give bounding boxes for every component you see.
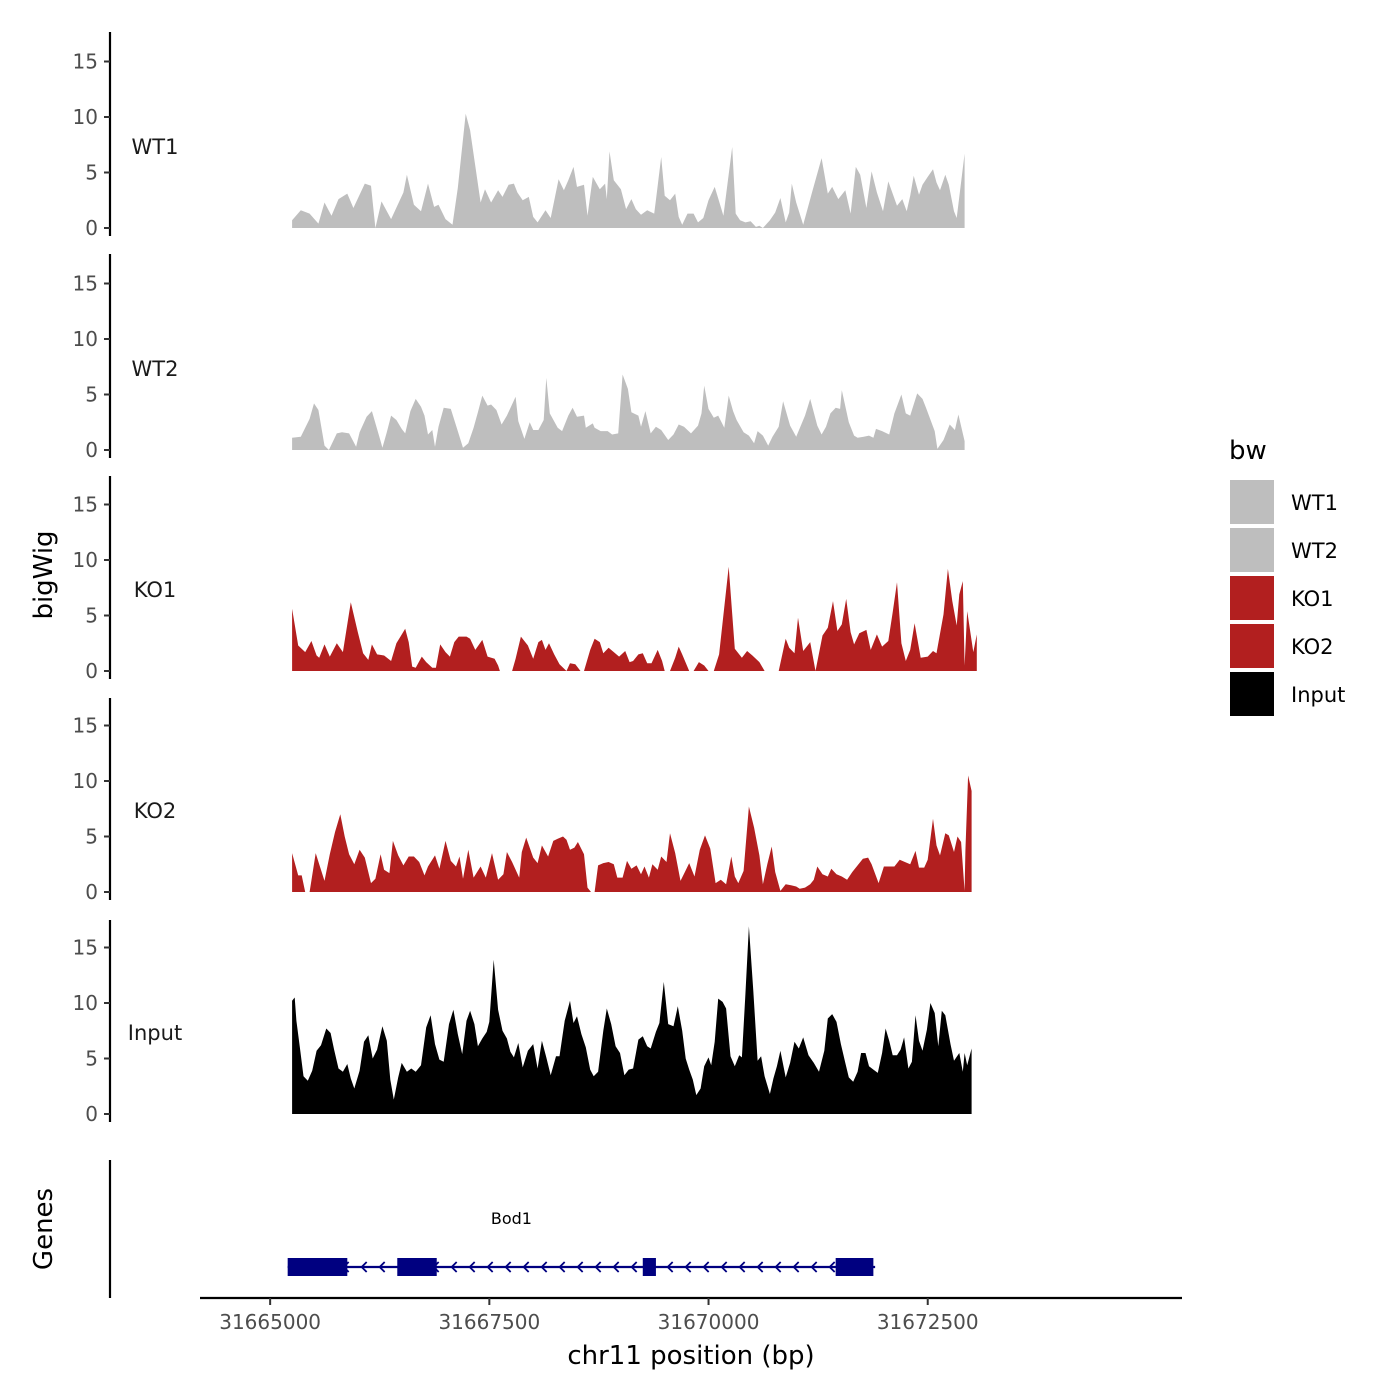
bigwig-tracks: 0 5 10 15 WT1 0 5 10 15 WT2 0 5 10 15 KO1 0 5 10 15 KO2 0 5 10… <box>29 32 977 1126</box>
gene-exon <box>397 1258 437 1276</box>
y-tick-label: 0 <box>85 880 98 904</box>
area-ko2 <box>292 775 972 892</box>
x-tick-label: 31667500 <box>438 1310 540 1334</box>
legend-label-input: Input <box>1291 683 1345 707</box>
track-wt1: 0 5 10 15 WT1 <box>73 32 965 240</box>
gene-label: Bod1 <box>491 1209 532 1228</box>
legend-label-wt2: WT2 <box>1291 539 1338 563</box>
strand-arrow <box>486 1261 494 1273</box>
x-axis: 31665000 31667500 31670000 31672500 chr11 po… <box>200 1296 1182 1371</box>
y-tick-label: 10 <box>73 991 98 1015</box>
x-tick-label: 31672500 <box>877 1310 979 1334</box>
y-tick-label: 15 <box>73 936 98 960</box>
strand-arrow <box>684 1261 692 1273</box>
strand-arrow <box>774 1261 782 1273</box>
legend-title: bw <box>1229 436 1267 466</box>
x-tick-label: 31670000 <box>658 1310 760 1334</box>
legend: bw WT1 WT2 KO1 KO2 Input <box>1229 436 1345 716</box>
gene-exon <box>835 1258 874 1276</box>
strand-arrow <box>828 1261 836 1273</box>
strand-arrow <box>720 1261 728 1273</box>
y-tick-label: 10 <box>73 105 98 129</box>
legend-key-wt2 <box>1230 528 1274 572</box>
strand-arrow <box>576 1261 584 1273</box>
y-tick-label: 15 <box>73 714 98 738</box>
strand-arrow <box>702 1261 710 1273</box>
gene-exon <box>642 1258 656 1276</box>
strand-arrow <box>450 1261 458 1273</box>
track-label-ko1: KO1 <box>134 578 177 602</box>
y-tick-label: 15 <box>73 50 98 74</box>
y-tick-label: 5 <box>85 383 98 407</box>
strand-arrow <box>756 1261 764 1273</box>
track-label-input: Input <box>128 1021 182 1045</box>
area-wt1 <box>292 113 965 228</box>
y-tick-label: 5 <box>85 1047 98 1071</box>
area-wt2 <box>292 374 965 450</box>
track-ko2: 0 5 10 15 KO2 <box>73 698 972 904</box>
track-label-wt2: WT2 <box>132 357 179 381</box>
track-input: 0 5 10 15 Input <box>73 920 972 1126</box>
strand-arrow <box>666 1261 674 1273</box>
y-tick-label: 5 <box>85 825 98 849</box>
y-tick-label: 10 <box>73 327 98 351</box>
x-tick-label: 31665000 <box>219 1310 321 1334</box>
y-tick-label: 0 <box>85 659 98 683</box>
legend-label-ko1: KO1 <box>1291 587 1334 611</box>
y-axis-title: bigWig <box>29 530 59 619</box>
strand-arrow <box>594 1261 602 1273</box>
y-tick-label: 15 <box>73 493 98 517</box>
y-tick-label: 0 <box>85 438 98 462</box>
legend-key-wt1 <box>1230 480 1274 524</box>
area-ko1 <box>292 566 977 671</box>
gene-bod1: Bod1 <box>287 1209 876 1276</box>
track-label-wt1: WT1 <box>132 135 179 159</box>
gene-exon <box>287 1258 348 1276</box>
strand-arrow <box>378 1261 386 1273</box>
y-tick-label: 5 <box>85 604 98 628</box>
genes-panel: Genes Bod1 <box>29 1160 876 1298</box>
y-tick-label: 0 <box>85 216 98 240</box>
strand-arrow <box>738 1261 746 1273</box>
legend-key-input <box>1230 672 1274 716</box>
strand-arrow <box>522 1261 530 1273</box>
x-axis-title: chr11 position (bp) <box>567 1341 814 1371</box>
strand-arrow <box>810 1261 818 1273</box>
legend-label-ko2: KO2 <box>1291 635 1334 659</box>
track-wt2: 0 5 10 15 WT2 <box>73 254 965 462</box>
y-tick-label: 10 <box>73 548 98 572</box>
strand-arrow <box>360 1261 368 1273</box>
area-input <box>292 926 972 1114</box>
strand-arrow <box>540 1261 548 1273</box>
strand-arrow <box>612 1261 620 1273</box>
y-tick-label: 10 <box>73 769 98 793</box>
strand-arrow <box>792 1261 800 1273</box>
legend-label-wt1: WT1 <box>1291 491 1338 515</box>
y-tick-label: 15 <box>73 272 98 296</box>
strand-arrow <box>468 1261 476 1273</box>
strand-arrow <box>558 1261 566 1273</box>
strand-arrow <box>504 1261 512 1273</box>
track-ko1: 0 5 10 15 KO1 <box>73 476 977 683</box>
strand-arrow <box>630 1261 638 1273</box>
track-label-ko2: KO2 <box>134 799 177 823</box>
legend-key-ko2 <box>1230 624 1274 668</box>
y-tick-label: 5 <box>85 161 98 185</box>
legend-key-ko1 <box>1230 576 1274 620</box>
y-tick-label: 0 <box>85 1102 98 1126</box>
genes-axis-title: Genes <box>29 1188 59 1270</box>
